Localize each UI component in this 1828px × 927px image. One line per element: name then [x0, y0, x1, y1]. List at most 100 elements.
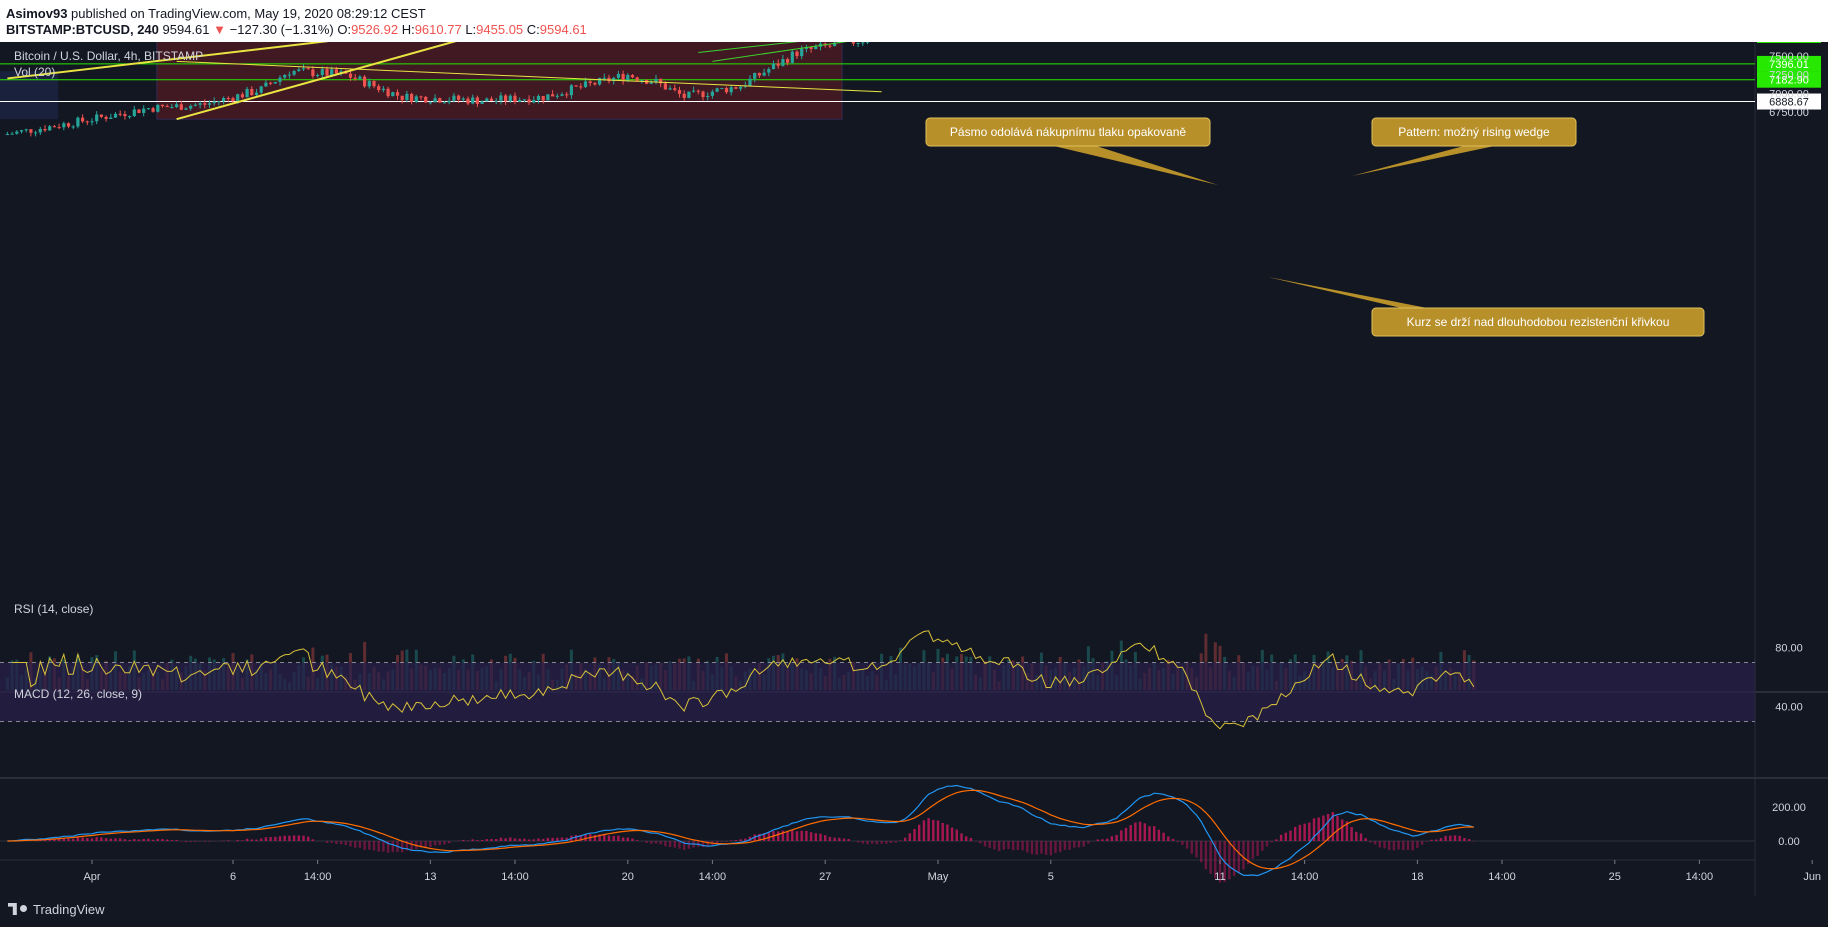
- candle-body: [48, 126, 52, 131]
- callout-rising-wedge: Pattern: možný rising wedge: [1352, 117, 1577, 176]
- time-tick-label: 5: [1048, 871, 1054, 883]
- last-price-text: 9594.61: [162, 22, 210, 37]
- macd-histogram-bar: [62, 838, 65, 841]
- candle-body: [452, 95, 456, 101]
- publish-line: Asimov93 published on TradingView.com, M…: [6, 6, 426, 21]
- candle-body: [654, 78, 658, 83]
- macd-histogram-bar: [617, 835, 620, 841]
- candle-body: [15, 131, 19, 134]
- macd-histogram-bar: [236, 840, 239, 841]
- candle-body: [71, 126, 75, 128]
- candle-body: [461, 98, 465, 100]
- macd-histogram-bar: [109, 838, 112, 841]
- candle-body: [43, 128, 47, 131]
- footer-bar: TradingView: [0, 896, 1828, 927]
- macd-histogram-bar: [1232, 841, 1236, 876]
- macd-histogram-bar: [584, 833, 587, 841]
- macd-histogram-bar: [1012, 841, 1015, 851]
- macd-histogram-bar: [1251, 841, 1255, 859]
- macd-histogram-bar: [175, 840, 178, 841]
- rising-support-yellow: [7, 42, 329, 80]
- candle-body: [57, 127, 61, 129]
- published-text: published on TradingView.com, May 19, 20…: [71, 6, 426, 21]
- candle-body: [226, 98, 230, 100]
- macd-signal-line: [7, 789, 1474, 870]
- macd-histogram-bar: [335, 841, 338, 844]
- rsi-tick-label: 40.00: [1775, 702, 1803, 714]
- macd-histogram-bar: [828, 836, 832, 841]
- candle-body: [395, 92, 400, 96]
- candle-body: [560, 94, 564, 96]
- macd-histogram-bar: [1101, 839, 1104, 841]
- candle-body: [447, 100, 451, 103]
- macd-histogram-bar: [668, 841, 672, 847]
- macd-histogram-bar: [1228, 841, 1231, 880]
- candle-body: [734, 87, 738, 89]
- macd-histogram-bar: [480, 839, 484, 841]
- macd-histogram-bar: [1355, 831, 1358, 841]
- candle-body: [527, 99, 531, 103]
- macd-histogram-bar: [795, 831, 799, 841]
- macd-histogram-bar: [1294, 826, 1297, 841]
- macd-histogram-bar: [748, 836, 752, 841]
- macd-histogram-bar: [880, 841, 883, 844]
- macd-histogram-bar: [579, 834, 582, 841]
- candle-body: [630, 75, 635, 78]
- macd-histogram-bar: [255, 839, 258, 841]
- time-tick-label: 6: [230, 871, 236, 883]
- macd-histogram-bar: [542, 838, 545, 841]
- candle-body: [424, 96, 428, 103]
- macd-histogram-bar: [833, 837, 836, 841]
- candle-body: [729, 87, 733, 93]
- macd-histogram-bar: [1209, 841, 1212, 874]
- macd-histogram-bar: [264, 837, 268, 841]
- callout-holding-above-curve-box: [1371, 307, 1705, 337]
- tradingview-logo[interactable]: TradingView: [8, 902, 105, 917]
- candle-body: [588, 81, 592, 83]
- level-label-box: [1757, 55, 1821, 72]
- macd-histogram-bar: [297, 835, 300, 841]
- callout-holding-above-curve-text: Kurz se drží nad dlouhodobou rezistenční…: [1407, 315, 1670, 329]
- macd-histogram-bar: [683, 841, 686, 850]
- time-tick-label: 14:00: [304, 871, 332, 883]
- macd-histogram-bar: [354, 841, 357, 848]
- candle-body: [781, 59, 785, 66]
- macd-histogram-bar: [819, 833, 822, 841]
- candle-body: [283, 75, 287, 78]
- highlight-zones: [0, 42, 843, 120]
- author-name[interactable]: Asimov93: [6, 6, 68, 21]
- candle-body: [598, 77, 602, 85]
- macd-histogram-bar: [758, 833, 761, 841]
- candle-body: [24, 129, 28, 131]
- macd-histogram-bar: [1284, 832, 1287, 841]
- macd-histogram-bar: [1054, 841, 1057, 853]
- macd-histogram-bar: [1402, 841, 1405, 851]
- macd-histogram-bar: [1077, 841, 1081, 848]
- rsi-tick-label: 80.00: [1775, 643, 1803, 655]
- price-tick-label: 7500.00: [1769, 51, 1809, 63]
- publish-header: Asimov93 published on TradingView.com, M…: [0, 0, 1828, 42]
- macd-histogram-bar: [607, 835, 611, 841]
- macd-histogram-bar: [730, 840, 733, 841]
- macd-histogram-bar: [95, 837, 98, 841]
- macd-histogram-bar: [979, 841, 982, 844]
- candle-body: [66, 123, 71, 127]
- macd-histogram-bar: [1331, 812, 1334, 841]
- macd-histogram-bar: [551, 837, 554, 841]
- candle-body: [353, 77, 357, 79]
- candle-body: [34, 132, 38, 134]
- macd-histogram-bar: [133, 838, 136, 841]
- macd-histogram-bar: [325, 841, 329, 844]
- candle-body: [692, 90, 696, 92]
- candle-body: [668, 88, 672, 90]
- macd-histogram-bar: [800, 830, 803, 841]
- candle-body: [828, 45, 832, 47]
- candle-body: [245, 88, 249, 98]
- candle-body: [687, 91, 691, 98]
- candle-body: [254, 92, 259, 95]
- macd-histogram-bar: [654, 841, 658, 844]
- candle-body: [301, 68, 306, 70]
- chart-canvas[interactable]: Pásmo odolává nákupnímu tlaku opakovaně P…: [0, 42, 1828, 896]
- candle-body: [757, 72, 761, 76]
- candle-body: [753, 72, 757, 79]
